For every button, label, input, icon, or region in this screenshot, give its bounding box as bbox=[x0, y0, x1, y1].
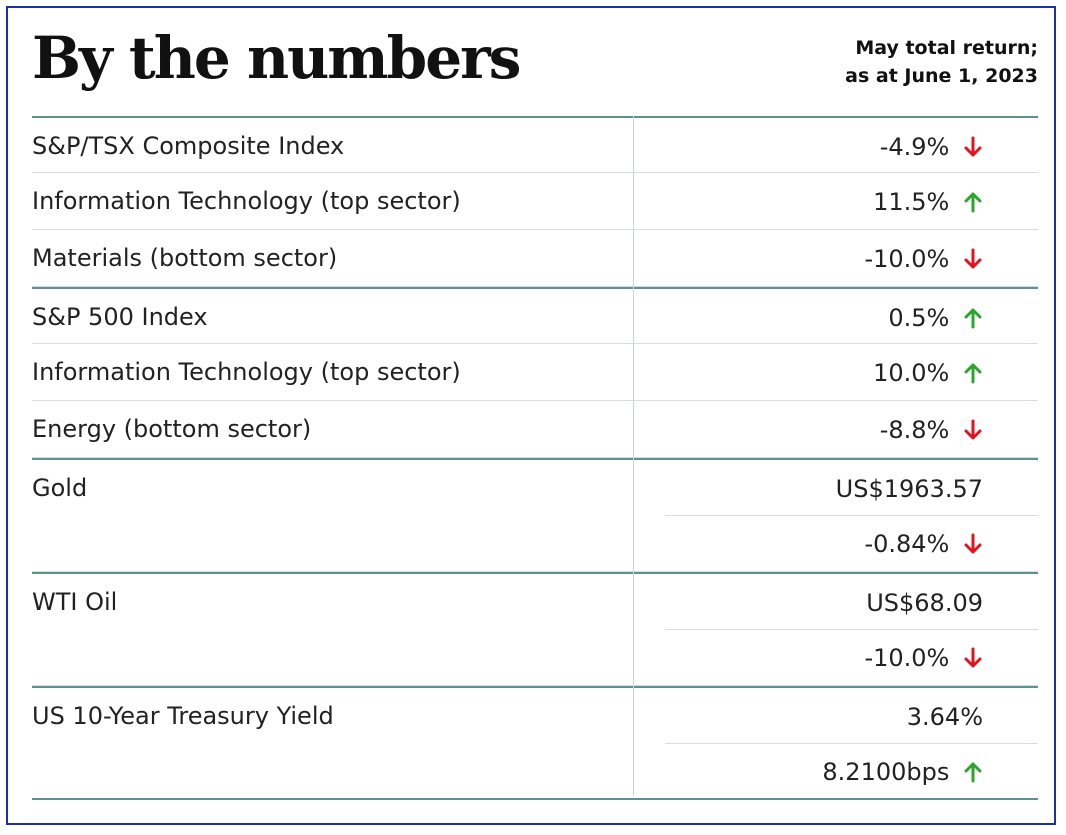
row-value: -10.0% bbox=[864, 245, 950, 273]
table-row: -0.84% bbox=[32, 515, 1038, 572]
table-row: WTI Oil US$68.09 bbox=[32, 572, 1038, 630]
row-label: Materials (bottom sector) bbox=[32, 244, 338, 272]
row-value-cell: -10.0% bbox=[864, 629, 983, 685]
page-title: By the numbers bbox=[32, 24, 521, 92]
row-label: US 10-Year Treasury Yield bbox=[32, 702, 334, 730]
table-row: S&P/TSX Composite Index -4.9% bbox=[32, 116, 1038, 173]
row-separator bbox=[665, 515, 1038, 516]
row-value-cell: 0.5% bbox=[888, 289, 983, 345]
row-value-cell: 8.2100bps bbox=[822, 743, 983, 799]
arrow-up-icon bbox=[964, 762, 982, 783]
row-value: 3.64% bbox=[906, 703, 983, 731]
row-value-cell: US$68.09 bbox=[866, 574, 983, 630]
table-row: -10.0% bbox=[32, 629, 1038, 686]
row-value: 8.2100bps bbox=[822, 758, 950, 786]
row-value-cell: -0.84% bbox=[864, 515, 983, 571]
row-separator bbox=[665, 629, 1038, 630]
table-row: Materials (bottom sector) -10.0% bbox=[32, 230, 1038, 287]
row-value: 10.0% bbox=[873, 359, 950, 387]
row-value: -0.84% bbox=[864, 530, 950, 558]
row-value-cell: -8.8% bbox=[880, 401, 983, 457]
arrow-down-icon bbox=[964, 647, 982, 668]
arrow-down-icon bbox=[964, 533, 982, 554]
row-label: Information Technology (top sector) bbox=[32, 358, 461, 386]
infographic-frame bbox=[6, 6, 1056, 825]
row-value: -4.9% bbox=[879, 133, 950, 161]
arrow-up-icon bbox=[964, 363, 982, 384]
row-value: 0.5% bbox=[888, 304, 950, 332]
arrow-down-icon bbox=[964, 248, 982, 269]
subtitle: May total return; as at June 1, 2023 bbox=[845, 34, 1038, 90]
subtitle-line-1: May total return; bbox=[855, 37, 1038, 59]
arrow-up-icon bbox=[964, 308, 982, 329]
arrow-down-icon bbox=[964, 136, 982, 157]
arrow-up-icon bbox=[964, 192, 982, 213]
row-value: 11.5% bbox=[873, 188, 950, 216]
returns-table: S&P/TSX Composite Index -4.9% Informatio… bbox=[32, 116, 1038, 800]
arrow-down-icon bbox=[964, 419, 982, 440]
subtitle-line-2: as at June 1, 2023 bbox=[845, 65, 1038, 87]
row-label: WTI Oil bbox=[32, 588, 118, 616]
row-value: US$1963.57 bbox=[835, 475, 983, 503]
row-label: Gold bbox=[32, 474, 88, 502]
table-row: Gold US$1963.57 bbox=[32, 458, 1038, 516]
row-value: US$68.09 bbox=[866, 589, 983, 617]
row-label: Energy (bottom sector) bbox=[32, 415, 312, 443]
row-value: -8.8% bbox=[879, 416, 950, 444]
row-value-cell: 3.64% bbox=[907, 688, 983, 744]
row-label: S&P 500 Index bbox=[32, 303, 208, 331]
row-value-cell: 10.0% bbox=[873, 344, 983, 400]
row-value-cell: -4.9% bbox=[880, 118, 983, 174]
table-row: Energy (bottom sector) -8.8% bbox=[32, 401, 1038, 458]
row-label: Information Technology (top sector) bbox=[32, 187, 461, 215]
table-row: 8.2100bps bbox=[32, 743, 1038, 800]
table-row: Information Technology (top sector) 10.0… bbox=[32, 344, 1038, 401]
column-divider bbox=[633, 116, 634, 796]
table-row: S&P 500 Index 0.5% bbox=[32, 287, 1038, 344]
row-label: S&P/TSX Composite Index bbox=[32, 132, 345, 160]
row-value-cell: -10.0% bbox=[864, 230, 983, 286]
row-value: -10.0% bbox=[864, 644, 950, 672]
table-row: Information Technology (top sector) 11.5… bbox=[32, 173, 1038, 230]
table-row: US 10-Year Treasury Yield 3.64% bbox=[32, 686, 1038, 744]
row-value-cell: 11.5% bbox=[873, 173, 983, 229]
row-value-cell: US$1963.57 bbox=[836, 460, 983, 516]
row-separator bbox=[665, 743, 1038, 744]
